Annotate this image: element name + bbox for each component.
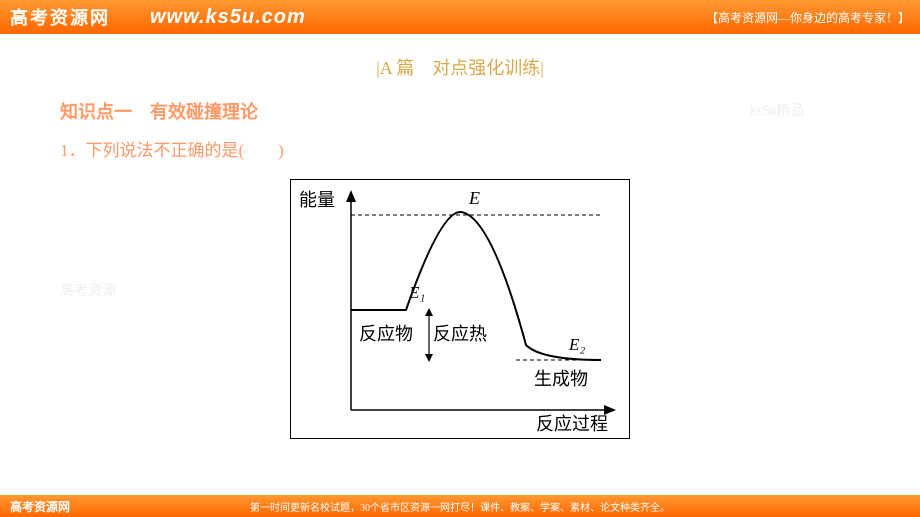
heat-label: 反应热 <box>433 320 487 346</box>
diagram-svg <box>291 180 631 440</box>
diagram-container: 能量 E E₁ E₂ 反应物 反应热 生成物 反应过程 <box>60 179 860 439</box>
footer-bar: 高考资源网 第一时间更新名校试题，30个省市区资源一网打尽！课件、教案、学案、素… <box>0 495 920 517</box>
site-tagline: 【高考资源网—你身边的高考专家！】 <box>706 9 910 26</box>
reactant-label: 反应物 <box>359 320 413 346</box>
main-content: |A 篇 对点强化训练| 知识点一 有效碰撞理论 1．下列说法不正确的是( ) <box>0 34 920 459</box>
question-text: 1．下列说法不正确的是( ) <box>60 136 860 161</box>
x-axis-label: 反应过程 <box>536 410 608 436</box>
peak-label: E <box>469 188 480 209</box>
footer-logo: 高考资源网 <box>10 498 70 515</box>
footer-text: 第一时间更新名校试题，30个省市区资源一网打尽！课件、教案、学案、素材、论文种类… <box>250 499 670 514</box>
site-logo: 高考资源网 <box>10 4 110 30</box>
product-label: 生成物 <box>534 365 588 391</box>
knowledge-point-heading: 知识点一 有效碰撞理论 <box>60 98 860 124</box>
e1-label: E₁ <box>409 283 425 303</box>
header-bar: 高考资源网 www.ks5u.com 【高考资源网—你身边的高考专家！】 <box>0 0 920 34</box>
e2-label: E₂ <box>569 335 585 355</box>
y-axis-label: 能量 <box>299 186 335 212</box>
energy-diagram: 能量 E E₁ E₂ 反应物 反应热 生成物 反应过程 <box>290 179 630 439</box>
site-url: www.ks5u.com <box>150 6 706 29</box>
section-title: |A 篇 对点强化训练| <box>60 54 860 80</box>
